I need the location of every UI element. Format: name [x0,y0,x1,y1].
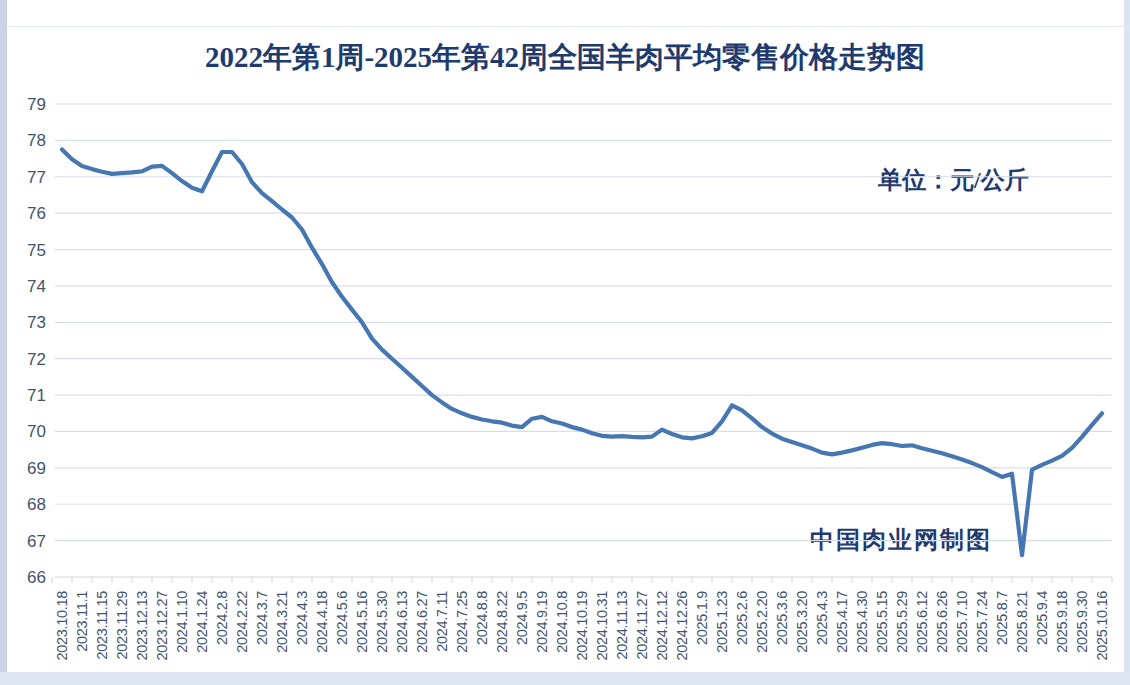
x-tick-label: 2024.1.10 [174,591,190,653]
x-tick-label: 2024.3.21 [274,591,290,653]
x-tick-label: 2025.8.21 [1014,591,1030,653]
y-tick-label: 72 [27,350,46,369]
x-tick-label: 2024.4.18 [314,591,330,653]
y-tick-label: 74 [27,277,46,296]
x-tick-label: 2024.5.16 [354,591,370,653]
x-tick-label: 2025.8.7 [994,591,1010,645]
y-axis-labels: 79 78 77 76 75 74 73 72 71 70 69 68 67 66 [27,95,46,587]
x-tick-label: 2025.9.4 [1034,591,1050,645]
y-tick-label: 69 [27,459,46,478]
x-tick-label: 2024.8.8 [474,591,490,645]
x-tick-label: 2024.6.13 [394,591,410,653]
x-tick-label: 2025.9.30 [1074,591,1090,653]
x-tick-label: 2025.7.10 [954,591,970,653]
x-tick-label: 2024.10.8 [554,591,570,653]
x-tick-label: 2024.12.26 [674,591,690,661]
x-tick-label: 2024.9.19 [534,591,550,653]
x-tick-label: 2023.10.18 [54,591,70,661]
x-tick-label: 2025.4.17 [834,591,850,653]
x-tick-label: 2023.11.15 [94,591,110,660]
x-tick-label: 2024.11.13 [614,591,630,660]
x-tick-label: 2025.5.15 [874,591,890,653]
x-tick-label: 2024.11.27 [634,591,650,660]
x-tick-label: 2023.11.29 [114,591,130,660]
x-tick-label: 2024.6.27 [414,591,430,653]
x-tick-label: 2024.9.5 [514,591,530,645]
price-line-series [62,150,1102,556]
x-tick-label: 2025.6.12 [914,591,930,653]
gridlines [55,104,1112,577]
x-tick-label: 2023.12.27 [154,591,170,661]
x-tick-label: 2025.4.30 [854,591,870,653]
y-tick-label: 75 [27,241,46,260]
x-tick-label: 2024.10.19 [574,591,590,661]
y-tick-label: 68 [27,495,46,514]
y-tick-label: 78 [27,131,46,150]
x-tick-label: 2023.12.13 [134,591,150,661]
x-tick-label: 2024.7.11 [434,591,450,652]
x-tick-label: 2024.4.3 [294,591,310,645]
x-tick-label: 2024.2.8 [214,591,230,645]
x-tick-label: 2024.2.22 [234,591,250,653]
y-tick-label: 73 [27,313,46,332]
x-tick-label: 2025.3.6 [774,591,790,645]
y-tick-label: 79 [27,95,46,114]
y-tick-label: 71 [27,386,46,405]
x-tick-label: 2025.10.16 [1094,591,1110,661]
x-tick-label: 2025.4.3 [814,591,830,645]
x-tick-label: 2025.9.18 [1054,591,1070,653]
x-axis-ticks [52,577,1112,583]
x-tick-label: 2025.5.29 [894,591,910,653]
price-trend-line-chart: 79787776757473727170696867662023.10.1820… [0,0,1130,685]
x-tick-label: 2025.3.20 [794,591,810,653]
x-tick-label: 2024.7.25 [454,591,470,653]
x-tick-label: 2025.7.24 [974,591,990,653]
x-tick-label: 2025.6.26 [934,591,950,653]
y-tick-label: 70 [27,422,46,441]
x-tick-label: 2024.12.12 [654,591,670,661]
x-tick-label: 2025.2.6 [734,591,750,645]
x-tick-label: 2024.8.22 [494,591,510,653]
y-tick-label: 66 [27,568,46,587]
x-tick-label: 2025.1.9 [694,591,710,645]
x-tick-label: 2024.3.7 [254,591,270,645]
x-axis-labels: 2023.10.182023.11.12023.11.152023.11.292… [54,591,1110,661]
x-tick-label: 2024.5.30 [374,591,390,653]
x-tick-label: 2024.1.24 [194,591,210,653]
x-tick-label: 2025.1.23 [714,591,730,653]
x-tick-label: 2024.10.31 [594,591,610,661]
x-tick-label: 2024.5.6 [334,591,350,645]
x-tick-label: 2025.2.20 [754,591,770,653]
y-tick-label: 77 [27,168,46,187]
y-tick-label: 76 [27,204,46,223]
x-tick-label: 2023.11.1 [74,591,90,652]
y-tick-label: 67 [27,532,46,551]
